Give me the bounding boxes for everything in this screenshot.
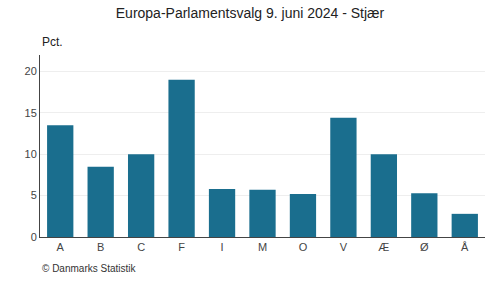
svg-text:M: M (258, 241, 267, 253)
svg-text:Æ: Æ (378, 241, 389, 253)
svg-text:15: 15 (25, 107, 37, 119)
svg-text:C: C (137, 241, 145, 253)
svg-text:F: F (178, 241, 185, 253)
svg-text:Å: Å (461, 241, 469, 253)
svg-text:Pct.: Pct. (42, 35, 63, 49)
svg-text:Ø: Ø (420, 241, 429, 253)
svg-text:© Danmarks Statistik: © Danmarks Statistik (42, 263, 137, 274)
svg-text:B: B (97, 241, 104, 253)
svg-text:20: 20 (25, 65, 37, 77)
svg-text:V: V (340, 241, 348, 253)
svg-text:Europa-Parlamentsvalg 9. juni: Europa-Parlamentsvalg 9. juni 2024 - Stj… (116, 5, 385, 21)
svg-text:O: O (299, 241, 308, 253)
svg-text:I: I (221, 241, 224, 253)
svg-text:10: 10 (25, 148, 37, 160)
svg-text:A: A (57, 241, 65, 253)
svg-text:5: 5 (31, 189, 37, 201)
svg-text:0: 0 (31, 231, 37, 243)
